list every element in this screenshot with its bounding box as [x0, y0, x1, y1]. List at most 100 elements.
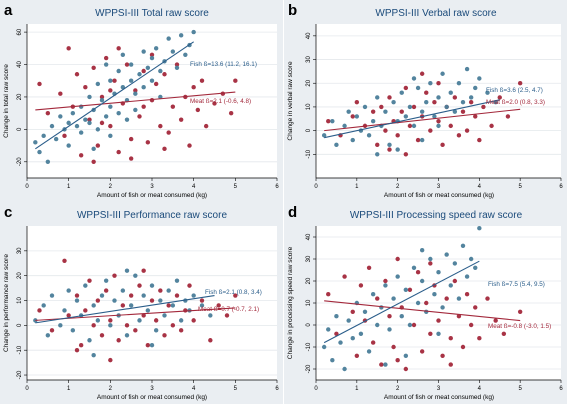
meat-point: [419, 71, 425, 76]
meat-point: [440, 142, 445, 148]
fish-point: [128, 303, 134, 308]
meat-point: [128, 136, 134, 142]
meat-point: [99, 94, 105, 100]
fish-point: [485, 90, 490, 95]
fish-point: [399, 314, 404, 319]
fish-point: [366, 133, 372, 138]
y-tick-label: 40: [306, 32, 312, 39]
fish-point: [366, 349, 372, 354]
meat-point: [174, 62, 180, 67]
fish-point: [174, 278, 180, 283]
x-axis-label: Amount of fish or meat consumed (kg): [97, 192, 207, 199]
meat-point: [464, 128, 470, 133]
fish-point: [99, 97, 105, 103]
plot-title: WPPSI-III Processing speed raw score: [350, 210, 523, 221]
x-tick-label: 6: [559, 184, 563, 190]
meat-point: [403, 152, 409, 157]
fish-point: [448, 90, 453, 95]
meat-point: [191, 85, 196, 90]
fish-point: [440, 305, 445, 310]
y-tick-label: 0: [306, 323, 312, 327]
meat-point: [415, 270, 421, 275]
y-tick-label: 30: [17, 247, 23, 254]
y-tick-label: 30: [306, 56, 312, 63]
panel-letter: d: [288, 204, 297, 221]
meat-point: [153, 318, 159, 323]
fish-point: [383, 283, 388, 288]
meat-point: [141, 268, 146, 273]
y-tick-label: -10: [306, 342, 312, 351]
meat-point: [87, 117, 92, 122]
meat-point: [133, 328, 138, 333]
fish-point: [391, 99, 396, 105]
fish-point: [477, 76, 482, 81]
meat-point: [112, 273, 117, 278]
x-tick-label: 0: [25, 184, 29, 190]
fish-point: [66, 120, 71, 126]
meat-point: [464, 292, 470, 297]
meat-point: [428, 261, 433, 266]
meat-point: [83, 308, 88, 313]
fish-point: [78, 130, 84, 135]
meat-point: [141, 313, 146, 318]
fish-point: [370, 118, 376, 124]
meat-point: [66, 46, 71, 51]
meat-point: [387, 314, 392, 319]
fish-point: [375, 152, 380, 157]
meat-points: [37, 258, 238, 363]
panel-letter: c: [4, 204, 12, 221]
fish-point: [387, 142, 392, 148]
fish-point: [62, 308, 67, 313]
fish-point: [141, 49, 146, 54]
fish-point: [362, 104, 368, 110]
fish-point: [399, 90, 404, 95]
meat-point: [379, 362, 384, 367]
meat-point: [99, 120, 105, 126]
meat-point: [460, 344, 466, 350]
meat-point: [485, 296, 490, 301]
fish-point: [87, 338, 92, 343]
x-tick-label: 3: [150, 386, 154, 392]
meat-point: [203, 123, 209, 129]
meat-point: [224, 313, 230, 318]
meat-point: [391, 344, 396, 350]
meat-point: [162, 146, 167, 152]
fish-point: [362, 309, 368, 314]
meat-points: [326, 256, 523, 372]
meat-point: [178, 328, 184, 333]
meat-point: [326, 292, 331, 297]
fish-fit-line: [35, 295, 215, 324]
meat-point: [350, 309, 355, 314]
fish-point: [91, 303, 96, 308]
fish-point: [141, 293, 146, 298]
x-axis-label: Amount of fish or meat consumed (kg): [384, 192, 494, 199]
fish-point: [124, 117, 130, 122]
fish-point: [452, 109, 458, 114]
fish-point: [321, 133, 327, 138]
fish-point: [95, 81, 101, 87]
x-tick-label: 2: [109, 184, 113, 190]
fish-point: [468, 95, 474, 100]
plot-title: WPPSI-III Performance raw score: [77, 210, 227, 221]
fish-point: [436, 95, 441, 100]
y-tick-label: 20: [17, 93, 23, 100]
meat-point: [358, 283, 364, 288]
meat-point: [170, 104, 176, 109]
fish-point: [120, 288, 126, 293]
fish-point: [456, 81, 462, 86]
meat-point: [145, 140, 151, 145]
x-tick-label: 3: [437, 184, 441, 190]
fit-lines: [35, 41, 236, 150]
meat-point: [233, 293, 238, 298]
fish-point: [103, 62, 109, 67]
meat-point: [116, 46, 121, 51]
meat-point: [145, 343, 151, 348]
fish-point: [403, 287, 409, 292]
y-tick-label: 0: [17, 127, 23, 131]
fish-point: [346, 109, 351, 114]
fish-fit-label: Fish ß=3.6 (2.5, 4.7): [486, 87, 543, 94]
fish-point: [108, 133, 113, 139]
meat-point: [456, 133, 462, 138]
meat-point: [137, 283, 142, 288]
fish-point: [424, 99, 429, 105]
